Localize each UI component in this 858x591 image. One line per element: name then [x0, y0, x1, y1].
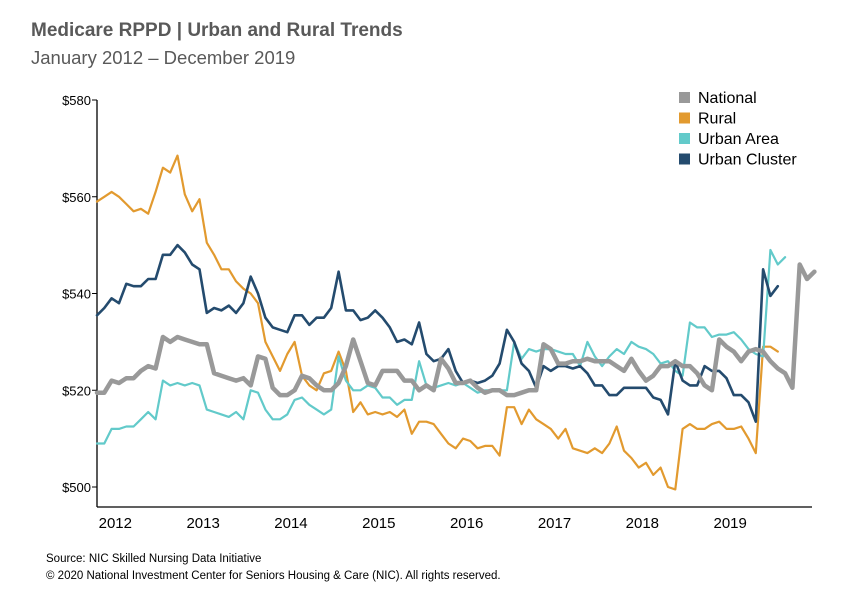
legend-swatch-rural — [679, 112, 690, 124]
x-tick-label: 2019 — [713, 515, 746, 532]
chart-subtitle: January 2012 – December 2019 — [31, 47, 296, 68]
legend: National Rural Urban Area Urban Cluster — [679, 90, 797, 169]
legend-swatch-national — [679, 92, 690, 103]
x-tick-label: 2014 — [274, 515, 307, 532]
copyright-note: © 2020 National Investment Center for Se… — [46, 570, 501, 582]
x-tick-label: 2015 — [362, 515, 395, 532]
x-tick-label: 2016 — [450, 515, 483, 532]
x-tick-label: 2018 — [626, 515, 659, 532]
legend-label-rural: Rural — [698, 111, 736, 128]
legend-label-national: National — [698, 90, 757, 107]
y-tick-label: $540 — [62, 287, 91, 302]
series-line-national — [94, 262, 817, 398]
x-tick-label: 2012 — [99, 515, 132, 532]
y-tick-label: $560 — [62, 190, 91, 205]
y-tick-label: $520 — [62, 383, 91, 398]
axes: $500 $520 $540 $560 $580 2012 2013 2014 2015 2016… — [62, 93, 812, 532]
source-note: Source: NIC Skilled Nursing Data Initiat… — [46, 553, 262, 565]
line-chart: $500 $520 $540 $560 $580 2012 2013 2014 2015 2016… — [62, 90, 817, 532]
legend-swatch-urban-area — [679, 133, 690, 144]
legend-swatch-urban-cluster — [679, 153, 690, 165]
y-tick-label: $500 — [62, 480, 91, 495]
legend-label-urban-cluster: Urban Cluster — [698, 152, 797, 169]
y-tick-label: $580 — [62, 93, 91, 108]
series-line-urban-cluster — [95, 243, 780, 424]
legend-label-urban-area: Urban Area — [698, 131, 779, 148]
series-line-rural — [95, 154, 779, 491]
x-tick-label: 2013 — [186, 515, 219, 532]
chart-title: Medicare RPPD | Urban and Rural Trends — [31, 20, 403, 41]
x-tick-label: 2017 — [538, 515, 571, 532]
series-group — [94, 154, 817, 491]
